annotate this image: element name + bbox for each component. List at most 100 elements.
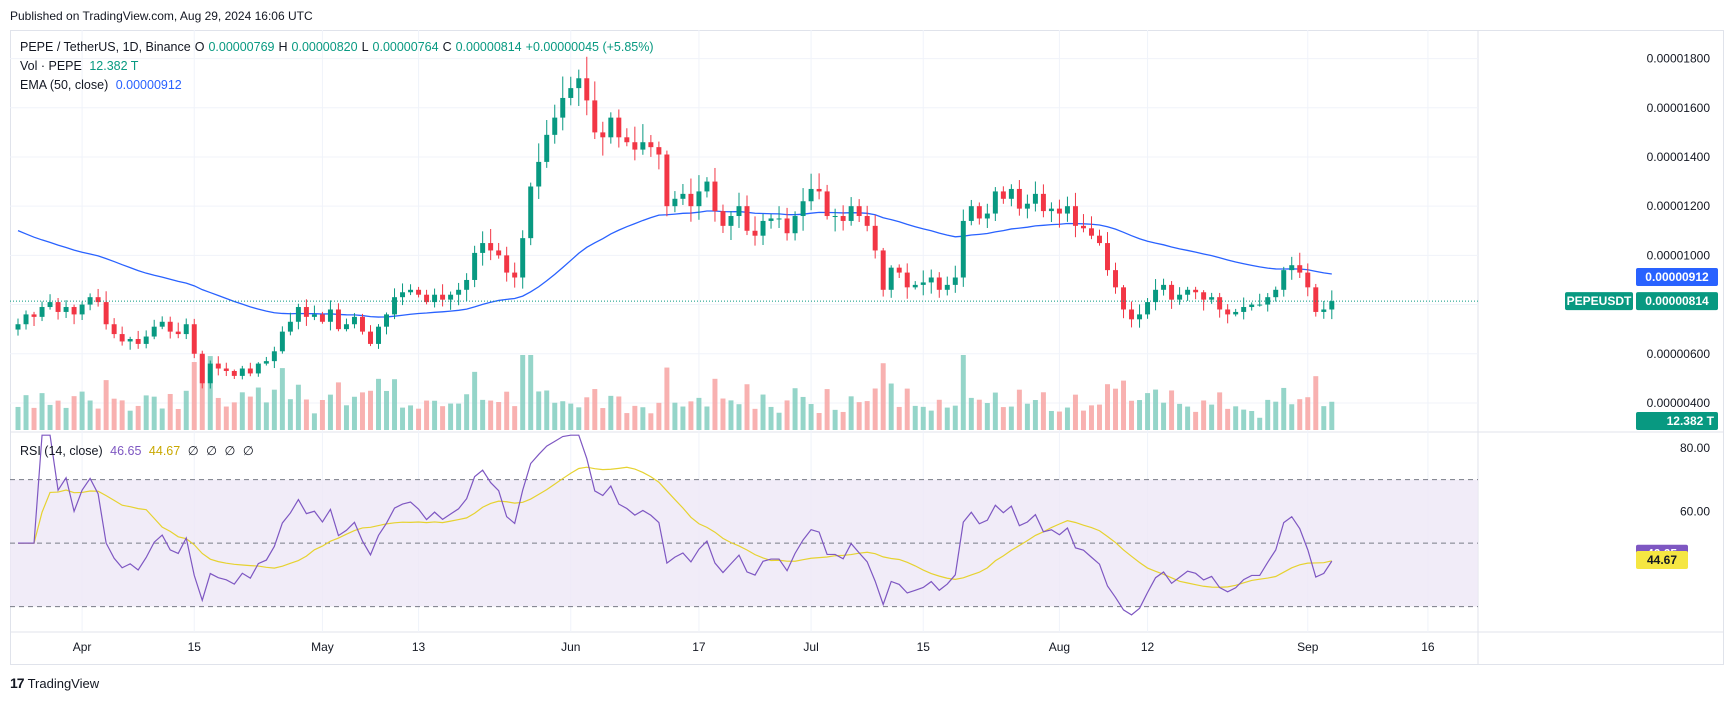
volume-bar (928, 410, 934, 430)
volume-bar (119, 400, 125, 430)
volume-bar (496, 401, 502, 430)
legend-rsi-extra-4: ∅ (242, 444, 254, 458)
tradingview-logo[interactable]: 17 TradingView (10, 675, 99, 691)
candle-body (432, 294, 438, 303)
volume-bar (1177, 403, 1183, 430)
volume-bars (15, 355, 1335, 430)
volume-bar (1137, 400, 1143, 430)
volume-bar (1249, 411, 1255, 430)
candle-body (960, 220, 966, 278)
rsi-tick-label: 80.00 (1680, 441, 1710, 455)
volume-bar (704, 406, 710, 430)
volume-bar (824, 389, 830, 430)
legend-rsi-extra-1: ∅ (187, 444, 199, 458)
candle-body (816, 188, 822, 192)
volume-bar (55, 400, 61, 430)
volume-bar (848, 396, 854, 430)
candle-body (1161, 284, 1167, 290)
candle-body (263, 361, 269, 364)
volume-bar (239, 392, 245, 430)
candle-body (1105, 243, 1110, 271)
symbol-tag-bg (1565, 292, 1633, 311)
volume-bar (1241, 409, 1247, 430)
volume-bar (696, 397, 702, 430)
candle-body (704, 181, 710, 192)
candle-body (880, 250, 886, 290)
candle-body (968, 206, 974, 221)
candle-body (303, 307, 309, 317)
volume-bar (1273, 401, 1279, 430)
volume-bar (520, 355, 526, 430)
candle-body (928, 277, 934, 283)
volume-bar (624, 413, 630, 430)
candle-body (720, 211, 726, 226)
candle-body (15, 324, 21, 330)
volume-bar (87, 400, 93, 430)
volume-bar (776, 412, 782, 430)
volume-bar (784, 400, 790, 430)
candle-body (39, 307, 45, 317)
candle-body (992, 191, 998, 214)
volume-bar (1024, 403, 1030, 430)
volume-bar (1265, 399, 1271, 430)
candle-body (464, 279, 470, 290)
candle-body (1185, 289, 1191, 295)
candle-body (472, 252, 478, 280)
candle-body (848, 206, 854, 221)
candle-body (712, 181, 718, 212)
volume-bar (199, 355, 205, 430)
volume-bar (992, 392, 998, 430)
volume-bar (327, 394, 333, 430)
volume-bar (680, 406, 686, 430)
candle-body (1064, 206, 1070, 214)
legend-volume-value: 12.382 T (89, 59, 139, 73)
candle-body (327, 309, 333, 322)
volume-bar (840, 411, 846, 430)
candle-body (456, 289, 462, 295)
legend-rsi-ma-value: 44.67 (148, 444, 181, 458)
candle-body (1072, 206, 1078, 226)
candle-body (295, 307, 301, 322)
candle-body (600, 132, 606, 138)
volume-bar (376, 378, 381, 430)
candle-body (1056, 208, 1062, 214)
volume-bar (39, 393, 45, 430)
volume-bar (880, 363, 886, 430)
volume-bar (800, 396, 806, 430)
candle-body (624, 137, 630, 143)
candle-body (1080, 225, 1086, 229)
volume-bar (1225, 408, 1231, 430)
candle-body (63, 307, 69, 312)
candle-body (1225, 309, 1231, 315)
volume-bar (400, 407, 406, 430)
volume-bar (688, 401, 694, 430)
legend-low: 0.00000764 (372, 40, 439, 54)
volume-bar (247, 396, 253, 430)
candle-body (247, 368, 253, 374)
candle-body (1209, 297, 1215, 300)
volume-bar (255, 387, 261, 430)
candle-body (368, 331, 373, 344)
volume-bar (303, 399, 309, 430)
candle-body (936, 277, 942, 290)
volume-bar (1008, 406, 1014, 430)
volume-bar (1321, 406, 1327, 430)
volume-bar (1313, 376, 1319, 430)
legend-symbol: PEPE / TetherUS, 1D, Binance (20, 40, 191, 54)
price-tags: 0.00000912 PEPEUSDT 0.00000814 12.382 T 46.6… (10, 268, 1718, 570)
candle-body (167, 321, 173, 332)
candle-body (664, 154, 670, 207)
volume-bar (488, 400, 494, 430)
candle-body (744, 206, 750, 231)
legend-high: 0.00000820 (291, 40, 358, 54)
candle-body (640, 142, 646, 150)
candle-body (1137, 314, 1143, 320)
volume-bar (552, 402, 558, 430)
volume-bar (1121, 380, 1127, 430)
candle-body (648, 142, 654, 148)
candle-body (207, 363, 213, 384)
volume-bar (159, 408, 165, 430)
volume-bar (760, 394, 766, 430)
time-tick-label: 16 (1421, 640, 1435, 654)
